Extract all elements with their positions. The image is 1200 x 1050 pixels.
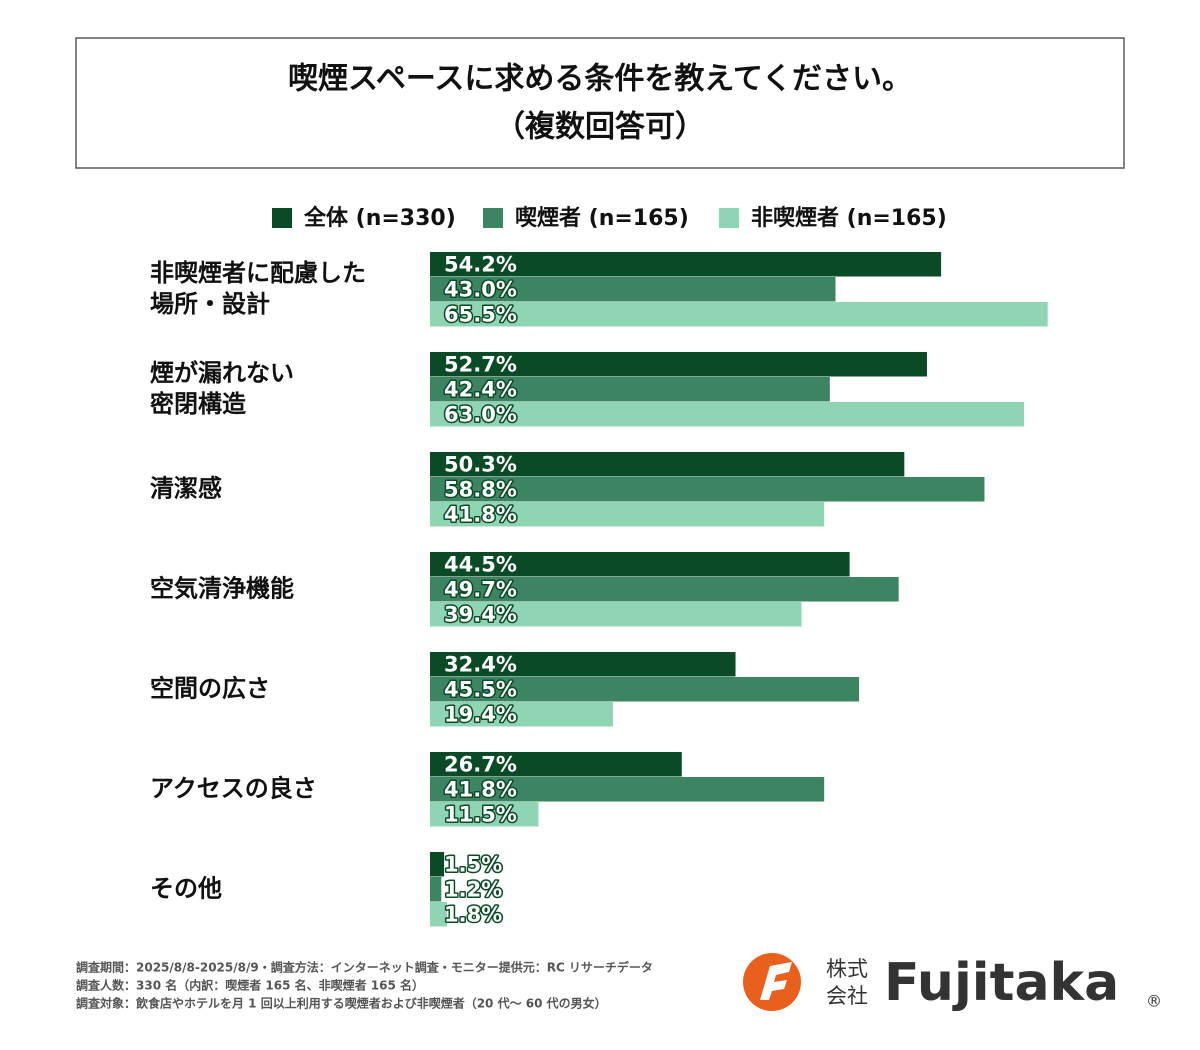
value-label: 63.0%	[444, 402, 517, 426]
value-label: 1.2%	[444, 877, 502, 901]
value-label: 58.8%	[444, 477, 517, 501]
bar	[430, 302, 1048, 327]
category-label: その他	[150, 874, 222, 903]
legend-label: 喫煙者 (n=165)	[515, 205, 689, 231]
legend-swatch	[272, 208, 292, 228]
value-label: 65.5%	[444, 302, 517, 326]
logo-kind: 株式	[826, 957, 868, 981]
bar	[430, 752, 682, 777]
bar	[430, 402, 1025, 427]
footer-note: 調査期間：2025/8/8-2025/8/9・調査方法：インターネット調査・モニ…	[76, 960, 653, 975]
legend-label: 全体 (n=330)	[303, 205, 456, 231]
footer-note: 調査対象：飲食店やホテルを月 1 回以上利用する喫煙者および非喫煙者（20 代～…	[76, 996, 607, 1011]
category-label: 清潔感	[150, 474, 222, 503]
bar	[430, 502, 825, 527]
category-label: 非喫煙者に配慮した 場所・設計	[150, 259, 366, 318]
bar	[430, 577, 899, 602]
value-label: 1.5%	[444, 852, 502, 876]
logo-name: Fujitaka	[884, 953, 1119, 1013]
value-label: 44.5%	[444, 552, 517, 576]
logo-mark: ®	[1146, 992, 1162, 1011]
bar	[430, 802, 539, 827]
bar	[430, 702, 613, 727]
category-label: アクセスの良さ	[150, 774, 317, 803]
bar	[430, 452, 905, 477]
bar	[430, 352, 927, 377]
bar	[430, 602, 802, 627]
bar	[430, 477, 985, 502]
value-label: 32.4%	[444, 652, 517, 676]
category-label: 煙が漏れない 密閉構造	[150, 359, 294, 418]
value-label: 42.4%	[444, 377, 517, 401]
logo-kind: 会社	[826, 984, 868, 1008]
bar	[430, 652, 736, 677]
value-label: 52.7%	[444, 352, 517, 376]
legend-swatch	[719, 208, 739, 228]
value-label: 26.7%	[444, 752, 517, 776]
bar	[430, 877, 442, 902]
logo-icon-shape	[760, 962, 792, 1000]
legend-label: 非喫煙者 (n=165)	[751, 205, 947, 231]
value-label: 19.4%	[444, 702, 517, 726]
value-label: 49.7%	[444, 577, 517, 601]
title-box	[75, 37, 1125, 169]
value-label: 41.8%	[444, 502, 517, 526]
bar	[430, 852, 445, 877]
bar	[430, 252, 942, 277]
value-label: 43.0%	[444, 277, 517, 301]
footer-note: 調査人数：330 名（内訳：喫煙者 165 名、非喫煙者 165 名）	[76, 978, 424, 993]
bar	[430, 277, 836, 302]
bar	[430, 377, 830, 402]
chart-title: 喫煙スペースに求める条件を教えてください。	[288, 62, 912, 97]
category-label: 空気清浄機能	[150, 574, 294, 603]
bar	[430, 777, 825, 802]
bar	[430, 677, 860, 702]
value-label: 54.2%	[444, 252, 517, 276]
bar	[430, 552, 850, 577]
value-label: 1.8%	[444, 902, 502, 926]
category-label: 空間の広さ	[150, 674, 270, 703]
value-label: 45.5%	[444, 677, 517, 701]
value-label: 39.4%	[444, 602, 517, 626]
value-label: 50.3%	[444, 452, 517, 476]
legend-swatch	[483, 208, 503, 228]
bar	[430, 902, 447, 927]
value-label: 11.5%	[444, 802, 517, 826]
value-label: 41.8%	[444, 777, 517, 801]
chart-subtitle: （複数回答可）	[495, 110, 705, 145]
